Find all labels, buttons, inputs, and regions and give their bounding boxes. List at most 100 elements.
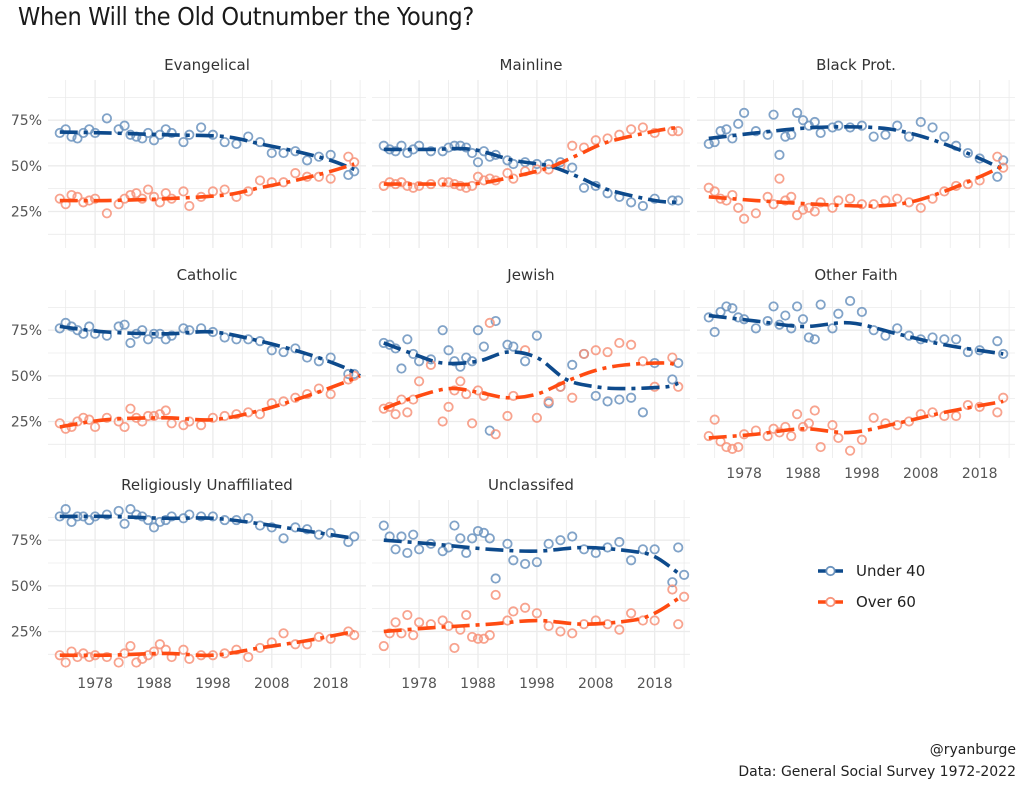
point-under-40 bbox=[768, 301, 779, 312]
point-over-60 bbox=[148, 410, 160, 422]
point-over-60 bbox=[815, 197, 826, 208]
point-under-40 bbox=[478, 527, 489, 538]
point-over-60 bbox=[833, 432, 844, 444]
point-under-40 bbox=[243, 131, 254, 142]
x-tick-label: 1998 bbox=[519, 676, 555, 692]
point-over-60 bbox=[578, 348, 590, 360]
point-under-40 bbox=[437, 325, 448, 336]
trend-line-under-40 bbox=[383, 341, 679, 391]
trend-line-under-40 bbox=[383, 146, 679, 205]
point-over-60 bbox=[467, 418, 478, 429]
point-under-40 bbox=[833, 308, 844, 319]
point-under-40 bbox=[390, 146, 401, 157]
point-over-60 bbox=[461, 609, 472, 621]
y-tick-label: 25% bbox=[11, 204, 42, 220]
facet-title: Unclassifed bbox=[488, 476, 574, 494]
point-under-40 bbox=[467, 356, 478, 367]
point-over-60 bbox=[892, 193, 903, 204]
point-under-40 bbox=[803, 332, 814, 343]
point-under-40 bbox=[768, 109, 779, 120]
point-under-40 bbox=[402, 334, 413, 345]
point-under-40 bbox=[343, 368, 354, 380]
point-over-60 bbox=[774, 427, 785, 438]
facet-title: Mainline bbox=[500, 56, 563, 74]
point-over-60 bbox=[160, 405, 171, 416]
point-under-40 bbox=[998, 348, 1009, 360]
point-over-60 bbox=[154, 197, 165, 208]
point-under-40 bbox=[602, 396, 613, 407]
point-over-60 bbox=[915, 202, 926, 213]
point-under-40 bbox=[396, 531, 407, 542]
x-tick-label: 2018 bbox=[637, 676, 673, 692]
point-over-60 bbox=[786, 430, 797, 442]
point-under-40 bbox=[125, 337, 136, 349]
point-under-40 bbox=[231, 138, 242, 150]
point-under-40 bbox=[184, 129, 195, 140]
point-under-40 bbox=[939, 131, 950, 142]
point-under-40 bbox=[721, 124, 732, 135]
point-under-40 bbox=[774, 149, 785, 160]
point-under-40 bbox=[449, 356, 460, 367]
point-under-40 bbox=[196, 122, 207, 133]
point-over-60 bbox=[54, 418, 65, 429]
facet-panel-mainline: Mainline bbox=[372, 56, 690, 248]
point-under-40 bbox=[543, 538, 554, 549]
point-over-60 bbox=[739, 213, 750, 224]
point-over-60 bbox=[733, 202, 744, 213]
point-under-40 bbox=[143, 514, 154, 526]
point-under-40 bbox=[649, 544, 660, 555]
point-under-40 bbox=[508, 158, 519, 170]
point-over-60 bbox=[437, 416, 448, 427]
point-over-60 bbox=[349, 630, 360, 641]
point-over-60 bbox=[856, 434, 867, 445]
trend-line-over-60 bbox=[383, 361, 679, 411]
point-over-60 bbox=[402, 609, 413, 621]
point-over-60 bbox=[590, 135, 601, 146]
point-over-60 bbox=[733, 441, 744, 453]
point-under-40 bbox=[119, 319, 130, 330]
point-under-40 bbox=[119, 518, 130, 529]
point-over-60 bbox=[254, 409, 266, 420]
point-under-40 bbox=[154, 516, 165, 528]
point-under-40 bbox=[484, 533, 495, 544]
point-under-40 bbox=[449, 520, 460, 531]
point-under-40 bbox=[637, 407, 648, 418]
point-under-40 bbox=[166, 127, 177, 139]
point-under-40 bbox=[567, 162, 578, 173]
trend-line-under-40 bbox=[59, 514, 355, 541]
y-tick-label: 50% bbox=[11, 369, 42, 385]
point-under-40 bbox=[219, 136, 230, 148]
point-under-40 bbox=[721, 301, 732, 312]
x-tick-label: 1978 bbox=[401, 676, 437, 692]
facet-panel-unclassifed: Unclassifed 1978 1988 1998 2008 2018 bbox=[372, 476, 690, 692]
point-over-60 bbox=[437, 177, 448, 188]
point-under-40 bbox=[703, 138, 714, 150]
point-under-40 bbox=[531, 556, 542, 568]
point-over-60 bbox=[490, 589, 501, 601]
x-tick-label: 1998 bbox=[195, 676, 231, 692]
point-over-60 bbox=[673, 619, 684, 630]
point-over-60 bbox=[325, 173, 336, 184]
facet-title: Catholic bbox=[177, 266, 238, 284]
point-over-60 bbox=[679, 591, 690, 602]
point-under-40 bbox=[325, 527, 336, 538]
facet-panel-evangelical: Evangelical 25% 50% 75% bbox=[11, 56, 366, 248]
x-tick-label: 1978 bbox=[726, 466, 762, 482]
point-under-40 bbox=[614, 394, 625, 405]
point-under-40 bbox=[626, 555, 637, 566]
point-under-40 bbox=[590, 390, 601, 402]
point-over-60 bbox=[508, 173, 519, 184]
point-under-40 bbox=[148, 328, 160, 339]
y-tick-label: 50% bbox=[11, 579, 42, 595]
point-over-60 bbox=[390, 617, 401, 628]
point-over-60 bbox=[378, 640, 389, 652]
point-over-60 bbox=[845, 193, 856, 204]
x-tick-label: 2018 bbox=[313, 676, 349, 692]
point-under-40 bbox=[903, 131, 915, 142]
point-over-60 bbox=[408, 630, 419, 641]
x-tick-label: 1998 bbox=[844, 466, 880, 482]
point-under-40 bbox=[378, 520, 389, 531]
point-over-60 bbox=[384, 177, 395, 188]
point-over-60 bbox=[402, 407, 413, 418]
point-under-40 bbox=[78, 328, 89, 339]
